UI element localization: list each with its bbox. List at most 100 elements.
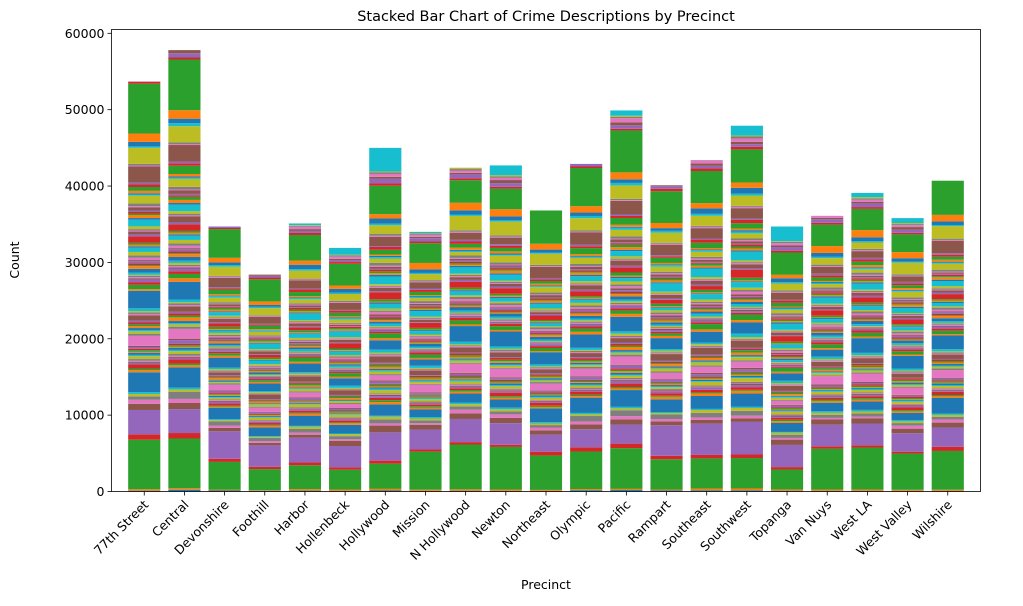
bar-segment	[610, 378, 642, 379]
bar-segment	[168, 314, 200, 316]
bar-segment	[409, 393, 441, 394]
bar-segment	[932, 310, 964, 312]
bar-segment	[892, 307, 924, 308]
bar-segment	[731, 292, 763, 295]
bar-segment	[369, 286, 401, 287]
bar-segment	[731, 302, 763, 304]
bar-segment	[851, 417, 883, 419]
bar-segment	[209, 349, 241, 350]
bar-segment	[450, 263, 482, 264]
bar-segment	[851, 489, 883, 490]
bar-segment	[691, 387, 723, 388]
bar-segment	[490, 310, 522, 311]
bar-segment	[329, 340, 361, 343]
bar-segment	[811, 390, 843, 391]
bar-segment	[409, 368, 441, 369]
bar-segment	[851, 448, 883, 490]
bar-segment	[892, 341, 924, 344]
bar-segment	[530, 435, 562, 452]
bar-segment	[490, 312, 522, 313]
bar-segment	[570, 352, 602, 353]
bar-segment	[811, 376, 843, 384]
bar-segment	[289, 346, 321, 347]
bar-segment	[691, 240, 723, 243]
bar-segment	[369, 404, 401, 415]
bar-segment	[128, 273, 160, 275]
bar-segment	[128, 248, 160, 252]
bar-segment	[811, 385, 843, 386]
bar-segment	[369, 326, 401, 327]
bar-segment	[771, 318, 803, 319]
bar-segment	[731, 219, 763, 220]
bar-segment	[249, 376, 281, 377]
bar-segment	[249, 276, 281, 278]
bar-segment	[892, 316, 924, 318]
bar-segment	[409, 295, 441, 296]
bar-segment	[610, 376, 642, 378]
bar-segment	[771, 392, 803, 393]
bar-segment	[731, 372, 763, 373]
bar-segment	[369, 257, 401, 258]
bar-segment	[892, 225, 924, 227]
bar-segment	[490, 389, 522, 390]
bar-segment	[249, 355, 281, 358]
bar-segment	[168, 321, 200, 323]
bar-segment	[570, 309, 602, 310]
bar-segment	[128, 278, 160, 279]
bar-segment	[530, 391, 562, 392]
bar-segment	[490, 352, 522, 357]
bar-segment	[811, 294, 843, 295]
bar-segment	[691, 281, 723, 285]
bar-segment	[128, 194, 160, 195]
bar-segment	[128, 263, 160, 265]
y-tick-label: 0	[97, 484, 105, 499]
bar-segment	[128, 166, 160, 167]
bar-segment	[490, 216, 522, 220]
bar-segment	[691, 319, 723, 320]
bar-segment	[530, 393, 562, 394]
bar-segment	[570, 299, 602, 300]
bar-segment	[892, 340, 924, 341]
bar-segment	[409, 301, 441, 303]
bar-segment	[289, 349, 321, 351]
bar-segment	[450, 388, 482, 390]
bar-segment	[771, 315, 803, 316]
bar-segment	[610, 242, 642, 243]
bar-segment	[289, 229, 321, 231]
bar-segment	[369, 329, 401, 330]
bar-segment	[209, 393, 241, 394]
bar-segment	[409, 397, 441, 398]
bar-segment	[409, 452, 441, 490]
bar-segment	[249, 343, 281, 349]
bar-segment	[610, 420, 642, 425]
bar-segment	[530, 298, 562, 299]
bar-segment	[932, 306, 964, 307]
bar-segment	[249, 407, 281, 408]
bar-segment	[128, 350, 160, 352]
bar-segment	[409, 319, 441, 320]
bar-segment	[168, 243, 200, 245]
bar-segment	[329, 369, 361, 370]
bar-segment	[490, 303, 522, 305]
bar-segment	[731, 339, 763, 340]
bar-segment	[369, 286, 401, 287]
bar-segment	[691, 250, 723, 251]
bar-segment	[610, 288, 642, 290]
bar-segment	[409, 280, 441, 281]
bar-segment	[369, 393, 401, 394]
bar-stack	[691, 160, 723, 491]
bar-segment	[409, 351, 441, 352]
bar-segment	[892, 402, 924, 404]
bar-segment	[168, 266, 200, 267]
bar-segment	[932, 215, 964, 222]
bar-segment	[530, 423, 562, 425]
bar-segment	[811, 359, 843, 360]
bar-segment	[771, 386, 803, 391]
bar-segment	[530, 348, 562, 351]
bar-segment	[691, 362, 723, 365]
bar-segment	[490, 489, 522, 490]
bar-segment	[811, 246, 843, 253]
bar-segment	[289, 225, 321, 226]
bar-segment	[289, 433, 321, 435]
bar-segment	[289, 333, 321, 334]
